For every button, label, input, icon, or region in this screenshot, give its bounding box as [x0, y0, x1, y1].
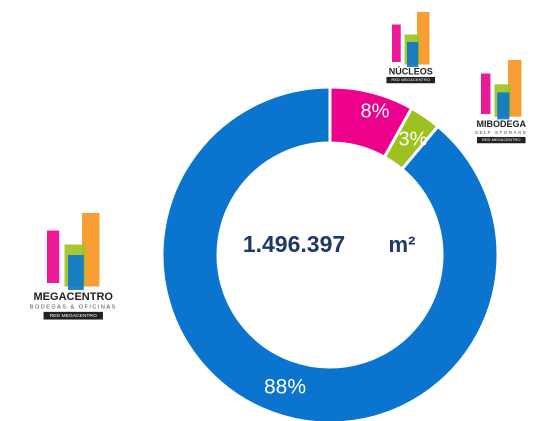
logo-block: [82, 213, 100, 287]
logo-block: [392, 24, 401, 62]
logo-name: NÚCLEOS: [389, 65, 433, 76]
value-label: 88%: [264, 376, 306, 399]
logo-tagline: BODEGAS & OFICINAS: [30, 304, 117, 310]
value-label: 8%: [361, 100, 390, 122]
logo-network: RED MEGACENTRO: [482, 137, 521, 142]
logo-block: [508, 60, 522, 117]
value-label: 3%: [399, 128, 428, 150]
logo-block: [481, 73, 491, 114]
logo-block: [497, 92, 510, 120]
logo-tagline: SELF STORAGE: [475, 130, 527, 135]
logo-network-bg: [476, 136, 526, 144]
logo-network-bg: [43, 311, 103, 320]
logo-block: [417, 12, 430, 65]
logo-block: [407, 42, 419, 67]
center-label: 1.496.397: [243, 231, 345, 257]
logo-block: [68, 255, 84, 290]
logo-name: MEGACENTRO: [34, 291, 114, 303]
logo-network-bg: [386, 76, 436, 84]
slice: [160, 85, 500, 421]
logo-name: MIBODEGA: [477, 119, 527, 129]
logo-network: RED MEGACENTRO: [50, 313, 97, 319]
logo-block: [47, 230, 60, 283]
center-unit: m²: [389, 232, 416, 257]
logo-network: RED MEGACENTRO: [391, 77, 430, 82]
